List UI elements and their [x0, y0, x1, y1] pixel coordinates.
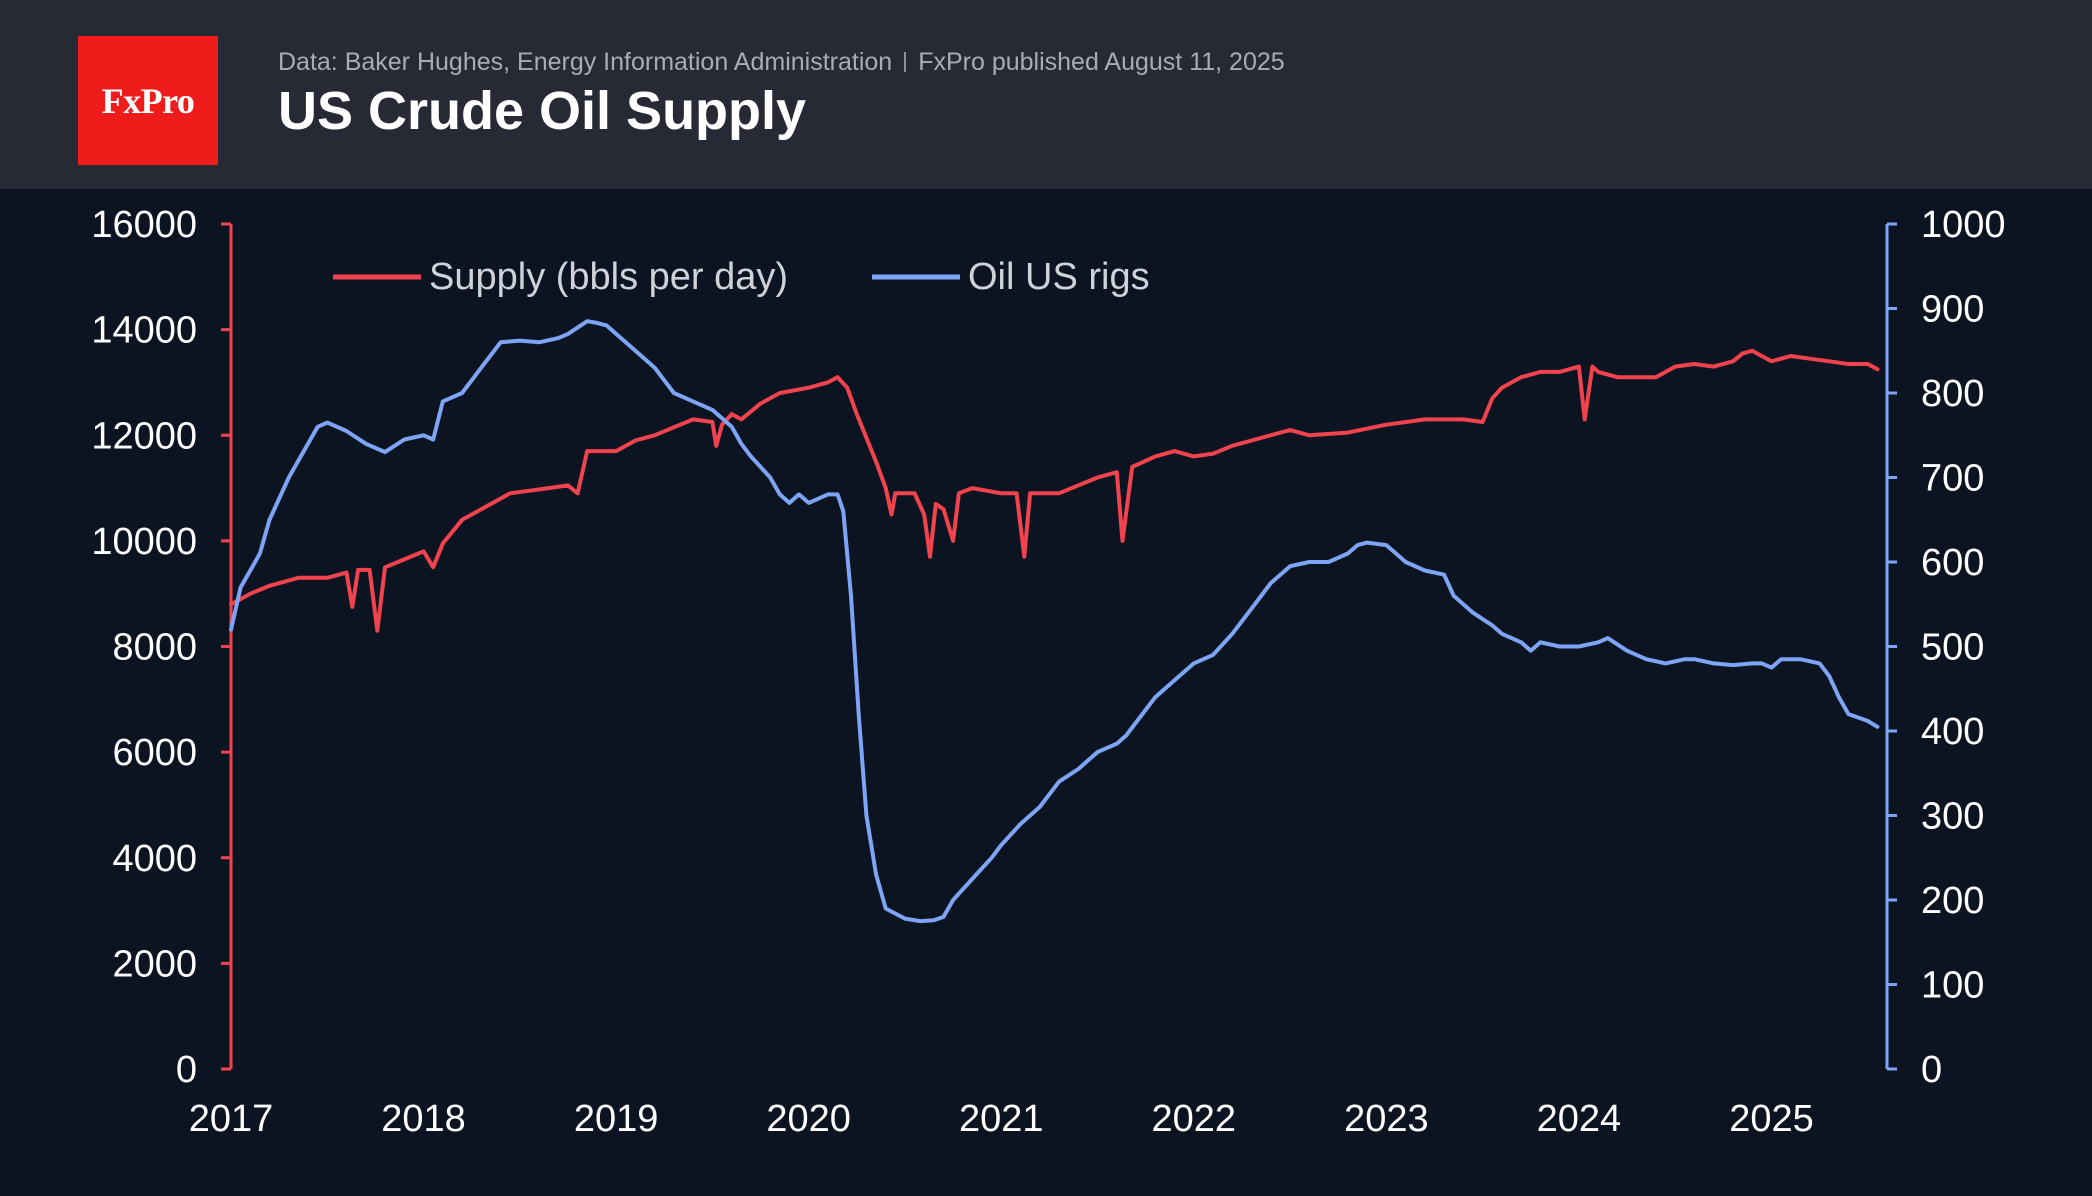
- left-tick-label: 8000: [112, 627, 197, 669]
- left-tick-label: 14000: [91, 310, 197, 352]
- source-published: FxPro published August 11, 2025: [918, 48, 1285, 76]
- chart-area: 0 2000 4000 6000 8000 10000 12000 14000 16000 0 10…: [91, 204, 2005, 1140]
- x-tick-label: 2025: [1729, 1098, 1814, 1140]
- x-tick-label: 2018: [381, 1098, 466, 1140]
- right-tick-label: 900: [1921, 289, 1984, 331]
- series-line-oil-us-rigs: [229, 319, 1880, 924]
- left-tick-label: 6000: [112, 732, 197, 774]
- source-data: Data: Baker Hughes, Energy Information A…: [278, 48, 893, 76]
- legend-label-supply-bbls-per-day: Supply (bbls per day): [429, 256, 788, 298]
- x-tick-label: 2022: [1152, 1098, 1237, 1140]
- page-title: US Crude Oil Supply: [278, 81, 807, 141]
- fxpro-logo: FxPro: [78, 36, 218, 165]
- chart-legend: Supply (bbls per day) Oil US rigs: [333, 256, 1150, 298]
- left-tick-label: 16000: [91, 204, 197, 246]
- chart-series: [229, 319, 1880, 924]
- right-tick-label: 600: [1921, 542, 1984, 584]
- source-line: Data: Baker Hughes, Energy Information A…: [278, 48, 1285, 77]
- source-separator: [904, 52, 907, 72]
- left-tick-label: 0: [176, 1049, 197, 1091]
- right-tick-label: 500: [1921, 627, 1984, 669]
- right-tick-label: 0: [1921, 1049, 1942, 1091]
- left-tick-label: 12000: [91, 415, 197, 457]
- header-bar: FxPro Data: Baker Hughes, Energy Informa…: [0, 0, 2092, 189]
- right-tick-label: 700: [1921, 458, 1984, 500]
- chart-axes: 0 2000 4000 6000 8000 10000 12000 14000 16000 0 10…: [91, 204, 2005, 1140]
- right-tick-label: 200: [1921, 880, 1984, 922]
- right-tick-label: 1000: [1921, 204, 2006, 246]
- x-tick-label: 2019: [574, 1098, 659, 1140]
- left-tick-label: 2000: [112, 943, 197, 985]
- right-tick-label: 100: [1921, 965, 1984, 1007]
- x-tick-label: 2017: [189, 1098, 274, 1140]
- legend-label-oil-us-rigs: Oil US rigs: [968, 256, 1150, 298]
- series-line-supply-bbls-per-day: [229, 348, 1880, 633]
- x-tick-label: 2021: [959, 1098, 1044, 1140]
- x-tick-label: 2020: [766, 1098, 851, 1140]
- right-tick-label: 400: [1921, 711, 1984, 753]
- right-tick-label: 300: [1921, 796, 1984, 838]
- left-tick-label: 10000: [91, 521, 197, 563]
- x-tick-label: 2024: [1537, 1098, 1622, 1140]
- right-tick-label: 800: [1921, 373, 1984, 415]
- left-tick-label: 4000: [112, 838, 197, 880]
- logo-text: FxPro: [101, 80, 195, 121]
- x-tick-label: 2023: [1344, 1098, 1429, 1140]
